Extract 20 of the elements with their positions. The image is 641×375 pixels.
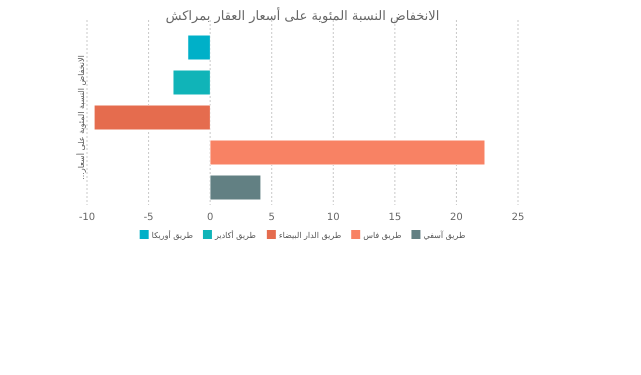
legend-label: طريق فاس xyxy=(363,231,402,240)
legend-label: طريق آسفي xyxy=(423,230,466,240)
x-tick-label: -10 xyxy=(78,212,96,223)
legend-label: طريق أوريكا xyxy=(152,230,193,240)
bar xyxy=(210,140,485,165)
x-tick-label: 10 xyxy=(326,212,340,223)
x-tick-label: 25 xyxy=(512,212,524,223)
x-tick-label: 15 xyxy=(388,212,402,223)
legend-label: طريق الدار البيضاء xyxy=(278,231,342,240)
chart-title: الانخفاض النسبة المئوية على أسعار العقار بمراكش xyxy=(166,7,440,24)
x-tick-label: 5 xyxy=(268,212,275,223)
x-tick-label: 0 xyxy=(206,212,214,223)
bar xyxy=(94,105,210,130)
legend-label: طريق أكادير xyxy=(214,230,256,240)
x-tick-label: -5 xyxy=(144,212,154,223)
bar xyxy=(188,35,210,60)
bar xyxy=(172,70,210,95)
bar xyxy=(210,175,261,200)
y-axis-title: الانخفاض النسبة المئوية على أسعار... xyxy=(76,55,86,180)
x-tick-label: 20 xyxy=(450,212,463,223)
